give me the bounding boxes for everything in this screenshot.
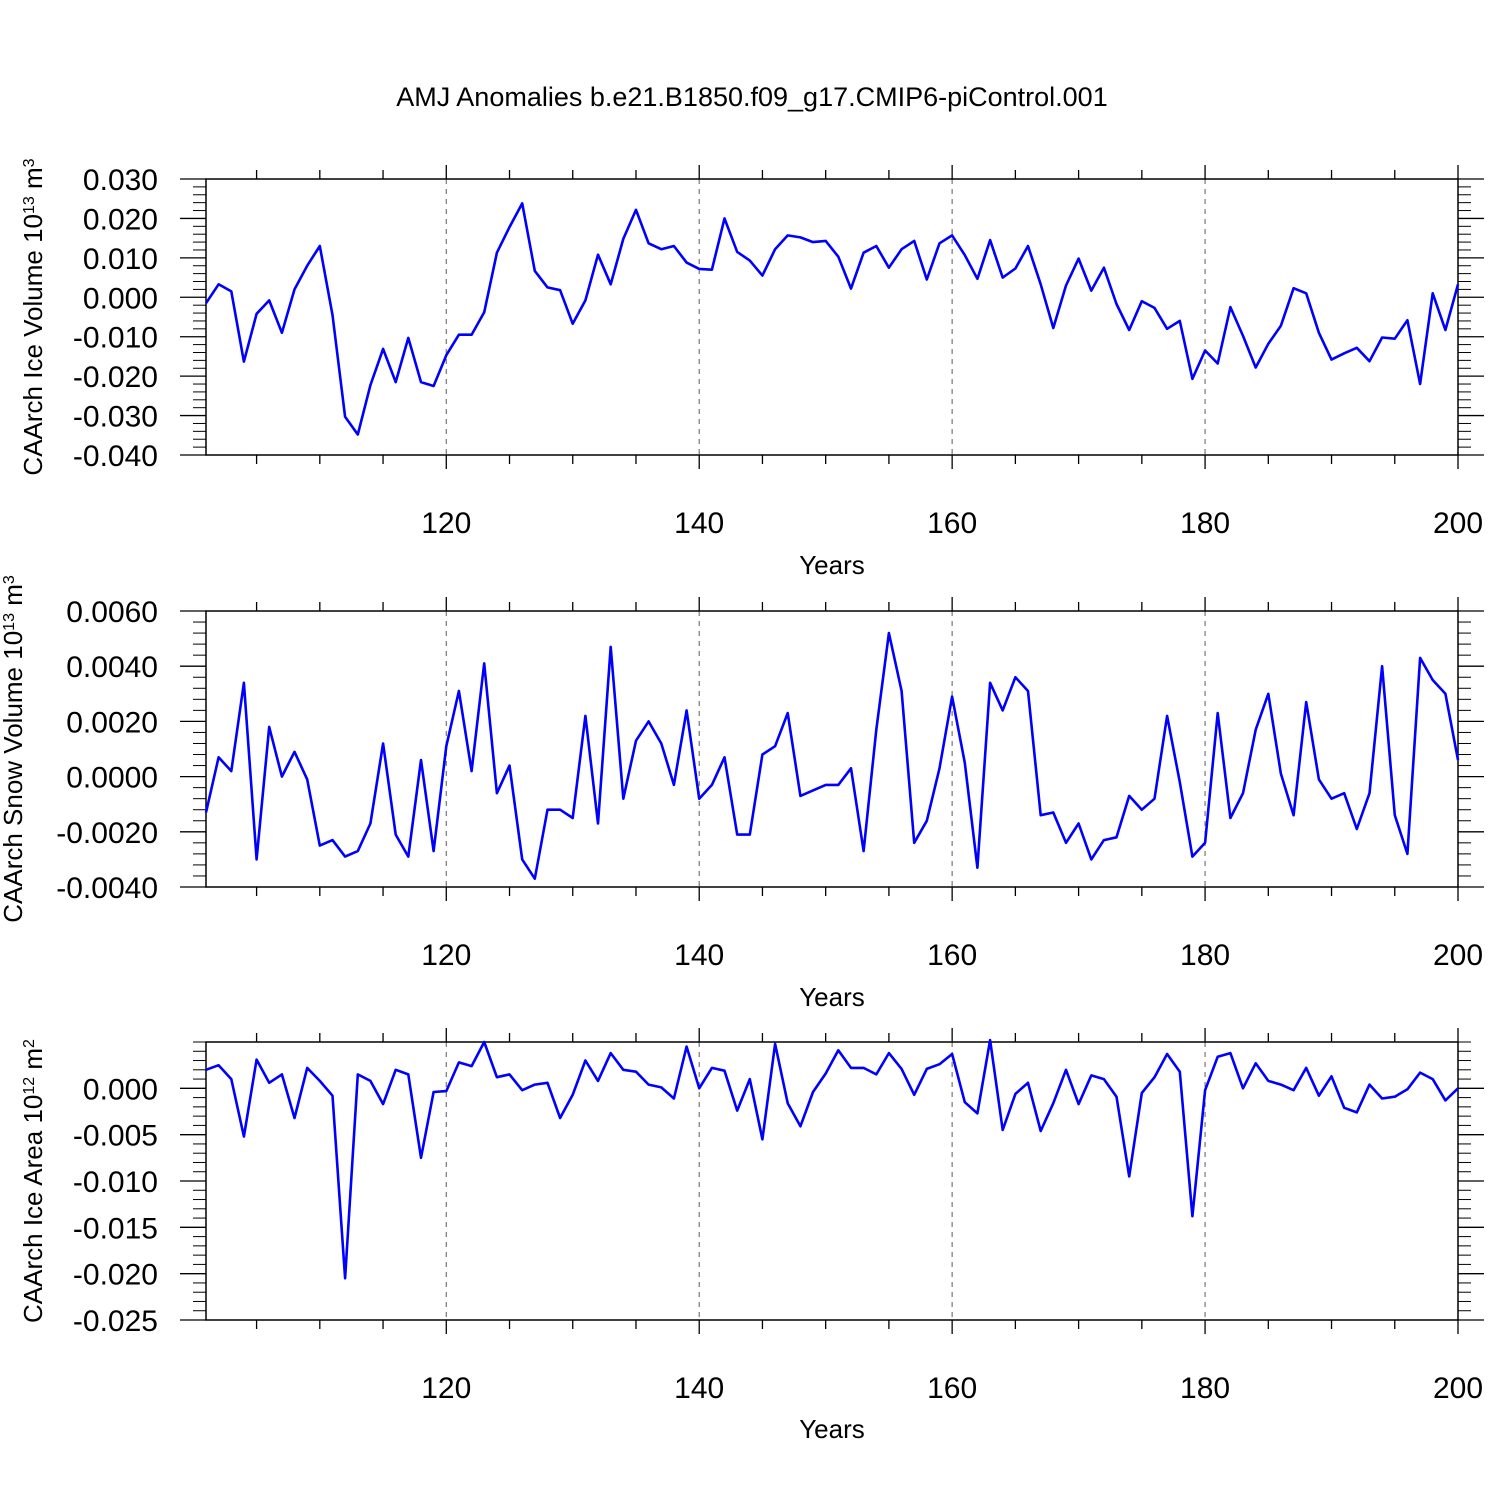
x-tick-label: 200 [1433,1372,1483,1405]
y-tick-label: -0.020 [73,1259,158,1292]
y-tick-label: -0.030 [73,401,158,434]
x-tick-label: 180 [1180,1372,1230,1405]
plot-frame [205,610,1459,888]
panel-snow-volume: CAArch Snow Volume 1013 m3 Years 120 140 1… [0,575,1484,1012]
ylabel-sup: 12 [21,1077,38,1095]
ylabel-unit-sup: 2 [21,1039,38,1048]
panel-ice-area: CAArch Ice Area 1012 m2 Years 120 140 160 1… [18,1028,1484,1444]
series-line [205,1038,1459,1280]
x-tick-label: 140 [674,507,724,540]
ylabel-unit: m [18,167,48,196]
y-tick-label: -0.025 [73,1305,158,1338]
y-tick-label: -0.010 [73,322,158,355]
plot-frame [205,178,1459,456]
ylabel-ice-area: CAArch Ice Area 1012 m2 [18,1039,48,1323]
series-line [204,202,1460,436]
x-tick-label: 160 [927,507,977,540]
x-tick-label: 200 [1433,939,1483,972]
panel-ice-volume: CAArch Ice Volume 1013 m3 Years 120 140 16… [18,158,1484,580]
xlabel-ice-volume: Years [799,550,865,580]
x-tick-label: 160 [927,1372,977,1405]
x-tick-label: 140 [674,1372,724,1405]
y-tick-label: -0.0040 [56,872,158,905]
x-tick-label: 180 [1180,939,1230,972]
y-tick-label: -0.005 [73,1120,158,1153]
x-tick-label: 140 [674,939,724,972]
ylabel-unit: m [0,584,28,613]
ylabel-main: CAArch Snow Volume 10 [0,631,28,923]
ylabel-snow-volume: CAArch Snow Volume 1013 m3 [0,575,28,923]
y-tick-label: 0.000 [83,1073,158,1106]
y-tick-label: -0.015 [73,1212,158,1245]
xlabel-snow-volume: Years [799,982,865,1012]
ylabel-main: CAArch Ice Area 10 [18,1095,48,1323]
ylabel-unit-sup: 3 [1,575,18,584]
figure-title: AMJ Anomalies b.e21.B1850.f09_g17.CMIP6-… [396,82,1107,112]
xlabel-ice-area: Years [799,1414,865,1444]
x-tick-label: 120 [421,939,471,972]
x-tick-label: 120 [421,507,471,540]
x-tick-label: 160 [927,939,977,972]
ylabel-unit-sup: 3 [21,158,38,167]
y-tick-label: 0.000 [83,282,158,315]
plot-frame [205,1041,1459,1321]
y-tick-label: 0.020 [83,203,158,236]
y-tick-label: 0.0040 [66,651,158,684]
y-tick-label: 0.030 [83,164,158,197]
y-tick-label: 0.0020 [66,706,158,739]
y-tick-label: 0.0000 [66,762,158,795]
ylabel-sup: 13 [1,613,18,631]
y-tick-label: -0.010 [73,1166,158,1199]
y-tick-label: -0.020 [73,361,158,394]
y-tick-label: 0.0060 [66,596,158,629]
y-tick-label: -0.040 [73,440,158,473]
y-tick-label: -0.0020 [56,817,158,850]
x-tick-label: 180 [1180,507,1230,540]
ylabel-main: CAArch Ice Volume 10 [18,214,48,476]
ylabel-sup: 13 [21,196,38,214]
series-line [204,631,1460,881]
x-tick-label: 200 [1433,507,1483,540]
x-tick-label: 120 [421,1372,471,1405]
y-tick-label: 0.010 [83,243,158,276]
ylabel-ice-volume: CAArch Ice Volume 1013 m3 [18,158,48,475]
ylabel-unit: m [18,1048,48,1077]
